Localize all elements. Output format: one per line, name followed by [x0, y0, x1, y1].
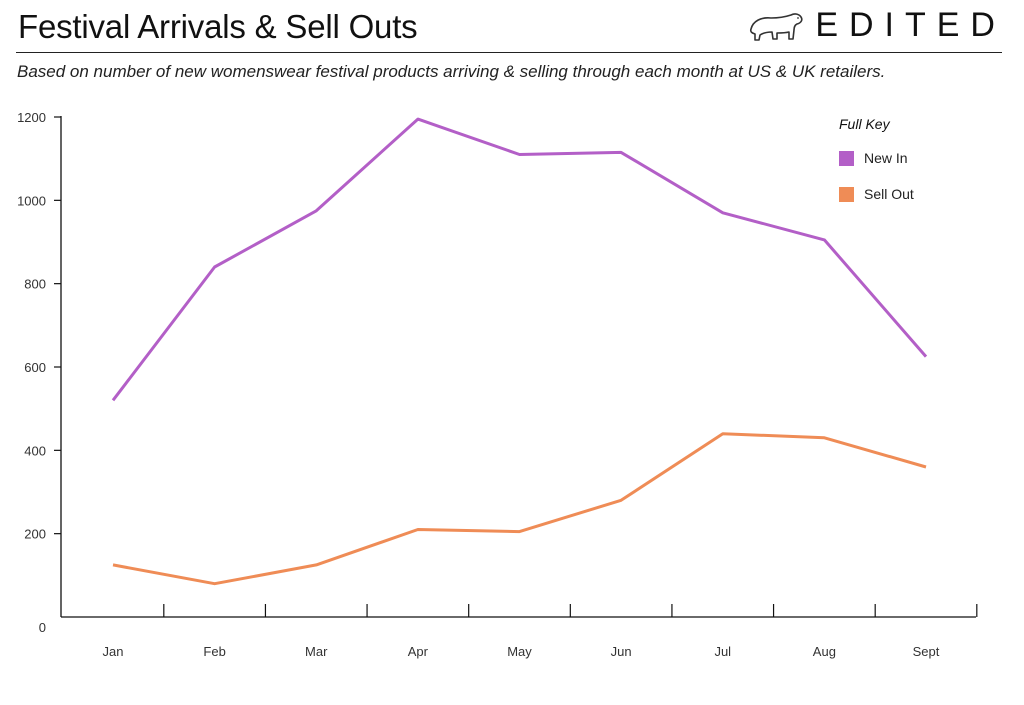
x-tick-label: May [507, 644, 532, 659]
x-axis-ticks: Jan Feb Mar Apr May Jun Jul Aug Sept [103, 604, 978, 659]
y-tick-label: 1000 [17, 193, 46, 208]
brand-name: EDITED [815, 6, 1006, 44]
x-tick-label: Jan [103, 644, 124, 659]
y-tick-label: 600 [24, 360, 46, 375]
legend-label-sell-out: Sell Out [864, 186, 914, 202]
series-line-sell-out [112, 432, 927, 586]
y-tick-label: 1200 [17, 110, 46, 125]
x-tick-label: Jun [611, 644, 632, 659]
x-tick-label: Sept [913, 644, 940, 659]
x-tick-label: Feb [203, 644, 225, 659]
y-axis-ticks: 0 200 400 600 800 1000 1200 [17, 110, 61, 635]
legend: Full Key New In Sell Out [839, 116, 914, 202]
series-lines [111, 117, 928, 586]
x-tick-label: Mar [305, 644, 328, 659]
legend-title: Full Key [839, 116, 891, 132]
brand-logo: EDITED [747, 6, 1006, 45]
y-tick-label: 800 [24, 277, 46, 292]
legend-swatch-sell-out [839, 187, 854, 202]
y-tick-label: 200 [24, 527, 46, 542]
chart-subtitle: Based on number of new womenswear festiv… [17, 62, 886, 81]
title-rule [16, 52, 1002, 53]
polar-bear-icon [750, 12, 803, 41]
series-line-new-in [111, 117, 928, 402]
chart-title: Festival Arrivals & Sell Outs [18, 8, 418, 45]
x-tick-label: Apr [408, 644, 429, 659]
x-tick-label: Jul [714, 644, 731, 659]
legend-swatch-new-in [839, 151, 854, 166]
x-tick-label: Aug [813, 644, 836, 659]
y-tick-label: 400 [24, 443, 46, 458]
y-tick-label: 0 [39, 620, 46, 635]
legend-label-new-in: New In [864, 150, 908, 166]
